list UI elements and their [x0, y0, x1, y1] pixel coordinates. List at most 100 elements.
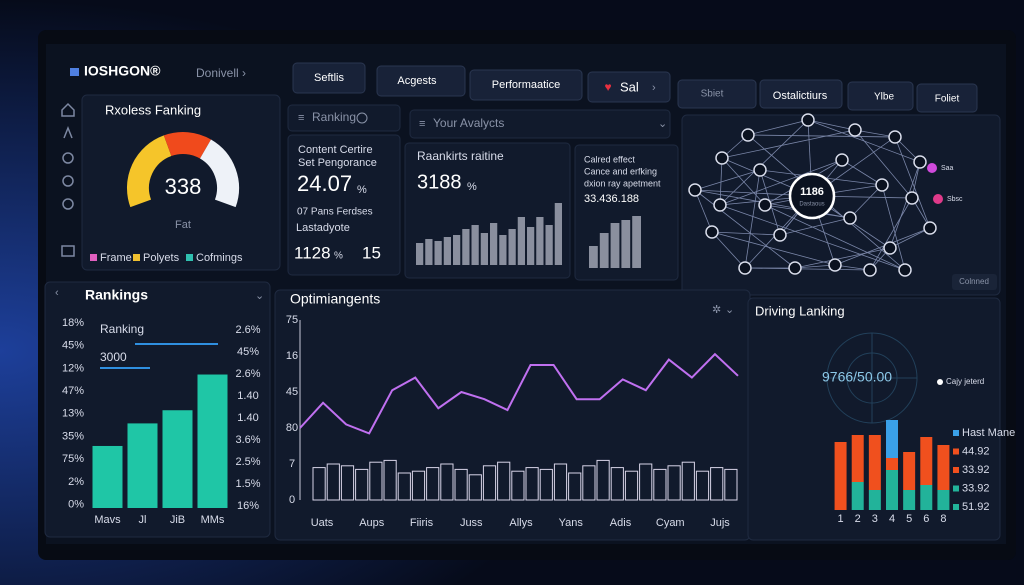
network-node: [741, 128, 755, 142]
panel-text: Cance and erfking: [584, 166, 657, 176]
legend-text: Ranking: [100, 322, 144, 336]
network-edge: [721, 129, 856, 159]
settings-icon[interactable]: ✲: [712, 304, 721, 316]
network-node: [875, 178, 889, 192]
x-tick-label: Mavs: [94, 514, 121, 526]
x-tick-label: Cyam: [656, 517, 685, 529]
y-axis-label: 75: [286, 314, 298, 326]
tab-label[interactable]: Ylbe: [874, 92, 894, 103]
bar: [724, 468, 738, 501]
tab-label[interactable]: Seftlis: [314, 72, 344, 84]
bar: [462, 229, 470, 265]
home-icon[interactable]: [61, 102, 75, 117]
chevron[interactable]: ⌄: [725, 304, 734, 316]
nav-icon[interactable]: [62, 198, 74, 210]
tab[interactable]: [916, 83, 978, 113]
chevron[interactable]: ⌄: [255, 290, 264, 302]
network-edge: [807, 119, 856, 131]
button[interactable]: [952, 274, 997, 290]
tab[interactable]: [759, 79, 843, 109]
tab-label[interactable]: Foliet: [935, 94, 960, 105]
kpi-value: 33.436.188: [584, 193, 639, 205]
bar: [553, 463, 568, 501]
x-tick-label: Yans: [559, 517, 584, 529]
axis-label: 2.5%: [235, 456, 260, 468]
legend: Frame Polyets Cofmings: [90, 252, 243, 264]
gauge-label: Fat: [175, 219, 191, 231]
axis-label: 1.40: [237, 390, 258, 402]
bar: [599, 233, 609, 268]
axis-label: 45%: [237, 346, 259, 358]
stat-value: 1128: [294, 243, 331, 262]
network-node: [828, 258, 842, 272]
panel-header: [287, 104, 401, 132]
tab-label[interactable]: Acgests: [397, 75, 437, 87]
nav-icon[interactable]: [63, 125, 73, 139]
network-node: [835, 153, 849, 167]
network-edge: [794, 247, 891, 269]
tab[interactable]: [677, 79, 757, 109]
kpi-unit: %: [357, 184, 367, 196]
button-label[interactable]: Colnned: [959, 277, 989, 286]
bar: [326, 463, 340, 501]
menu-icon[interactable]: ≡: [419, 118, 425, 130]
network-edge: [694, 189, 796, 269]
bar: [312, 467, 326, 501]
bar: [162, 410, 193, 508]
x-tick-label: Aups: [359, 517, 385, 529]
bar: [468, 474, 482, 501]
bar-segment: [886, 420, 898, 458]
stat-unit: %: [334, 251, 343, 262]
legend-text: Hast Mane: [962, 427, 1015, 439]
nav-icon[interactable]: [62, 152, 74, 164]
tab[interactable]: [469, 69, 583, 101]
network-edge: [744, 169, 761, 269]
bar: [536, 217, 544, 265]
bar: [545, 225, 553, 265]
network-edge: [694, 169, 761, 191]
panel-header: [409, 109, 671, 139]
bar: [443, 237, 451, 265]
legend-text: 33.92: [962, 482, 990, 494]
gauge-arc: [199, 139, 240, 208]
network-edge: [779, 217, 851, 236]
x-tick-label: 1: [838, 513, 844, 525]
bar: [525, 467, 539, 501]
tab-label[interactable]: Sbiet: [701, 89, 724, 100]
bar: [539, 468, 553, 501]
menu-icon[interactable]: ≡: [298, 112, 304, 124]
bar: [589, 246, 598, 268]
user-menu[interactable]: Donivell ›: [196, 66, 246, 80]
tab-label[interactable]: Sal: [620, 79, 639, 94]
tab[interactable]: [376, 65, 466, 97]
chevron[interactable]: ⌄: [658, 118, 667, 130]
panel-title: Optimiangents: [290, 291, 380, 307]
network-edge: [719, 159, 843, 206]
bar-segment: [920, 485, 933, 510]
gauge-arc: [126, 135, 172, 208]
panel-title: Driving Lanking: [755, 303, 845, 318]
info-icon[interactable]: [356, 112, 368, 124]
legend-text: 33.92: [962, 464, 990, 476]
bar: [426, 467, 440, 501]
nav-icon[interactable]: [62, 175, 74, 187]
logo-icon: [70, 68, 79, 76]
tab-label[interactable]: Ostalictiurs: [773, 90, 828, 102]
x-tick-label: 8: [940, 513, 946, 525]
bar: [453, 235, 461, 265]
x-tick-label: 2: [855, 513, 861, 525]
heart-icon: ♥: [604, 80, 611, 94]
bar: [511, 470, 525, 501]
tab[interactable]: [587, 71, 671, 103]
back-icon[interactable]: ‹: [55, 287, 59, 299]
tab[interactable]: [847, 81, 914, 111]
y-axis-label: 80: [286, 422, 298, 434]
tab[interactable]: [292, 62, 366, 94]
bar: [695, 470, 710, 501]
network-edge: [719, 157, 723, 206]
legend-text: Polyets: [143, 252, 180, 264]
bar: [440, 463, 454, 501]
tab-label[interactable]: Performaatice: [492, 79, 560, 91]
bar: [411, 470, 426, 501]
nav-icon[interactable]: [61, 245, 75, 257]
